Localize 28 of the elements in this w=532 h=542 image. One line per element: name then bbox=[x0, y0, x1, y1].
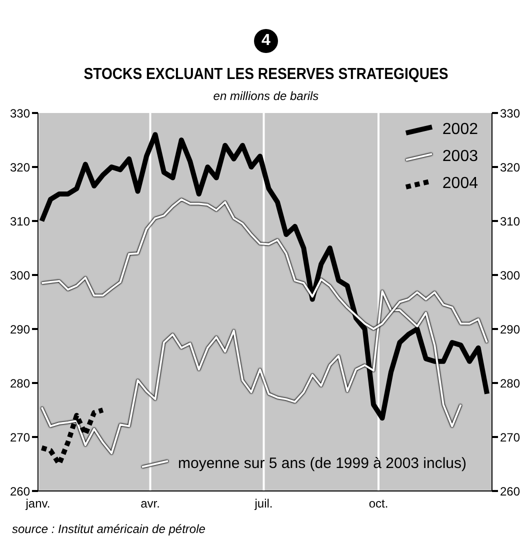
y2-tick-label: 330 bbox=[500, 106, 520, 120]
chart-title: STOCKS EXCLUANT LES RESERVES STRATEGIQUES bbox=[82, 66, 450, 84]
x-tick-label: avr. bbox=[140, 496, 160, 511]
legend-label: moyenne sur 5 ans (de 1999 à 2003 inclus) bbox=[177, 455, 467, 472]
y2-tick-label: 290 bbox=[500, 322, 520, 336]
y2-tick-label: 260 bbox=[500, 484, 520, 498]
y-tick-label: 300 bbox=[10, 268, 30, 282]
y-tick-label: 320 bbox=[10, 160, 30, 174]
y-tick-label: 330 bbox=[10, 106, 30, 120]
y-tick-label: 310 bbox=[10, 214, 30, 228]
y2-tick-label: 280 bbox=[500, 376, 520, 390]
legend-label: 2003 bbox=[441, 148, 478, 167]
legend-label: 2002 bbox=[441, 121, 478, 140]
x-tick-label: juil. bbox=[254, 496, 273, 511]
legend-label: 2004 bbox=[441, 175, 478, 194]
y-tick-label: 280 bbox=[10, 376, 30, 390]
y2-tick-label: 310 bbox=[500, 214, 520, 228]
y2-tick-label: 300 bbox=[500, 268, 520, 282]
y2-tick-label: 320 bbox=[500, 160, 520, 174]
number-badge: 4 bbox=[254, 29, 278, 53]
x-tick-label: janv. bbox=[24, 496, 50, 511]
y2-tick-label: 270 bbox=[500, 430, 520, 444]
source-note: source : Institut américain de pétrole bbox=[12, 522, 206, 536]
chart-subtitle: en millions de barils bbox=[212, 89, 320, 103]
y-tick-label: 290 bbox=[10, 322, 30, 336]
y-tick-label: 260 bbox=[10, 484, 30, 498]
y-tick-label: 270 bbox=[10, 430, 30, 444]
x-tick-label: oct. bbox=[368, 496, 388, 511]
